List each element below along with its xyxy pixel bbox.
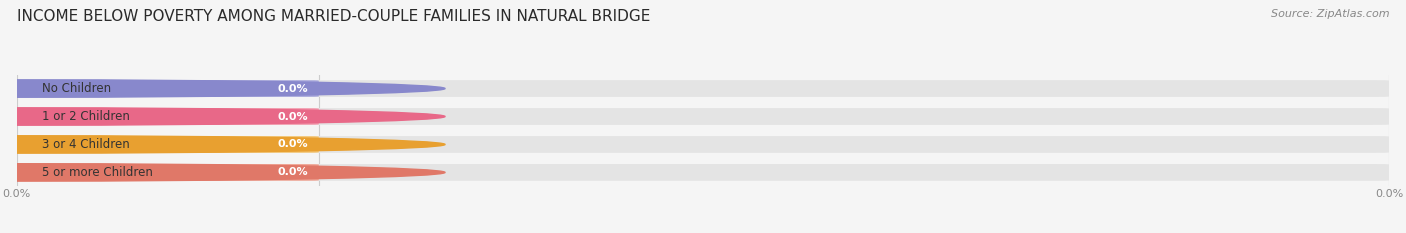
Text: Source: ZipAtlas.com: Source: ZipAtlas.com xyxy=(1271,9,1389,19)
FancyBboxPatch shape xyxy=(17,164,1389,181)
FancyBboxPatch shape xyxy=(17,136,319,153)
Text: No Children: No Children xyxy=(42,82,111,95)
FancyBboxPatch shape xyxy=(17,108,1389,125)
FancyBboxPatch shape xyxy=(17,80,319,97)
Text: 0.0%: 0.0% xyxy=(277,168,308,177)
FancyBboxPatch shape xyxy=(17,108,319,125)
Text: 1 or 2 Children: 1 or 2 Children xyxy=(42,110,129,123)
FancyBboxPatch shape xyxy=(17,80,1389,97)
Text: 5 or more Children: 5 or more Children xyxy=(42,166,152,179)
Text: INCOME BELOW POVERTY AMONG MARRIED-COUPLE FAMILIES IN NATURAL BRIDGE: INCOME BELOW POVERTY AMONG MARRIED-COUPL… xyxy=(17,9,650,24)
Circle shape xyxy=(0,164,446,181)
Circle shape xyxy=(0,80,446,97)
Text: 3 or 4 Children: 3 or 4 Children xyxy=(42,138,129,151)
FancyBboxPatch shape xyxy=(17,164,319,181)
FancyBboxPatch shape xyxy=(17,136,1389,153)
Text: 0.0%: 0.0% xyxy=(277,84,308,93)
Text: 0.0%: 0.0% xyxy=(277,112,308,121)
Circle shape xyxy=(0,136,446,153)
Text: 0.0%: 0.0% xyxy=(277,140,308,149)
Circle shape xyxy=(0,108,446,125)
